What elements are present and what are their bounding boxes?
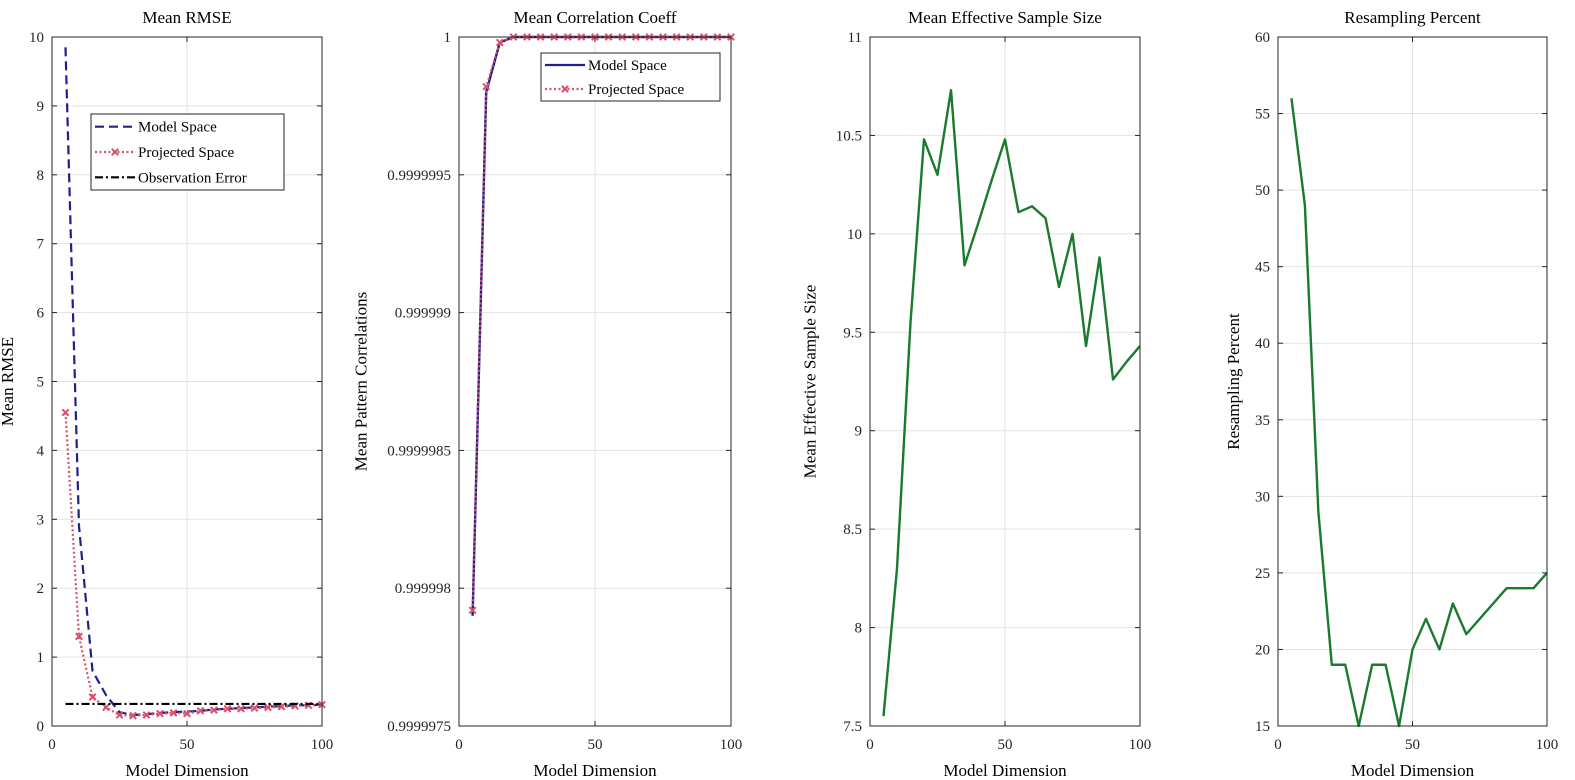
x-tick-label: 100: [1536, 737, 1559, 753]
data-point-marker: [196, 706, 205, 715]
x-axis-label: Model Dimension: [1351, 761, 1475, 780]
x-axis-label: Model Dimension: [533, 761, 657, 780]
chart-title: Resampling Percent: [1344, 8, 1481, 27]
y-tick-label: 5: [37, 375, 45, 391]
chart-panel-2: 0.9999975 0.999998 0.9999985 0.999999 0.9999…: [352, 8, 743, 780]
data-point-marker: [142, 711, 151, 719]
chart-panel-4: 15 20 25 30 35 40 45 50 55 60 0 50 100 Resampling Per…: [1224, 8, 1558, 780]
legend-label: Projected Space: [588, 82, 685, 98]
data-point-marker: [102, 703, 110, 712]
data-point-marker: [237, 704, 245, 713]
x-tick-label: 50: [180, 737, 195, 753]
data-point-marker: [183, 709, 191, 718]
data-point-marker: [169, 709, 178, 717]
y-tick-label: 9: [855, 424, 863, 440]
y-tick-label: 30: [1255, 489, 1270, 505]
y-tick-label: 0: [37, 719, 45, 735]
y-tick-label: 0.9999995: [387, 168, 451, 184]
y-tick-label: 1: [37, 650, 45, 666]
data-point-marker: [264, 703, 272, 712]
y-tick-label: 0.9999975: [387, 719, 451, 735]
x-tick-label: 50: [998, 737, 1013, 753]
data-point-marker: [223, 704, 232, 713]
data-point-marker: [156, 709, 164, 718]
series-line-1: [1290, 98, 1548, 728]
data-point-marker: [250, 704, 259, 712]
data-point-marker: [75, 632, 83, 641]
x-tick-label: 100: [720, 737, 743, 753]
y-tick-label: 10: [29, 30, 44, 46]
x-tick-label: 0: [455, 737, 463, 753]
y-tick-label: 8.5: [843, 522, 862, 538]
y-tick-label: 45: [1255, 260, 1270, 276]
y-tick-label: 3: [37, 512, 45, 528]
y-tick-label: 50: [1255, 183, 1270, 199]
x-tick-label: 0: [866, 737, 874, 753]
data-point-marker: [210, 706, 218, 715]
y-tick-label: 7.5: [843, 719, 862, 735]
legend-marker: [111, 148, 119, 156]
data-point-marker: [88, 693, 97, 701]
y-tick-label: 8: [37, 168, 45, 184]
series-line-1: [882, 88, 1141, 717]
y-tick-label: 0.9999985: [387, 443, 451, 459]
chart-title: Mean Correlation Coeff: [513, 8, 676, 27]
chart-title: Mean RMSE: [142, 8, 231, 27]
y-tick-label: 10.5: [836, 128, 862, 144]
x-tick-label: 50: [588, 737, 603, 753]
legend-marker: [561, 85, 569, 93]
y-tick-label: 8: [855, 621, 863, 637]
y-axis-label: Resampling Percent: [1224, 313, 1243, 450]
legend-box: [540, 52, 721, 102]
legend-label: Model Space: [588, 58, 667, 74]
y-tick-label: 35: [1255, 413, 1270, 429]
y-tick-label: 6: [37, 306, 45, 322]
y-tick-label: 4: [37, 443, 45, 459]
y-axis-label: Mean Pattern Correlations: [352, 292, 371, 471]
data-point-marker: [468, 606, 477, 615]
y-tick-label: 10: [847, 227, 862, 243]
data-point-marker: [61, 408, 70, 417]
data-point-marker: [482, 82, 491, 91]
y-axis-label: Mean RMSE: [0, 337, 17, 426]
y-tick-label: 11: [848, 30, 862, 46]
data-point-marker: [495, 38, 504, 47]
y-tick-label: 0.999999: [395, 306, 451, 322]
y-tick-label: 7: [37, 237, 45, 253]
y-tick-label: 60: [1255, 30, 1270, 46]
series-line-1: [64, 47, 323, 717]
y-tick-label: 40: [1255, 336, 1270, 352]
chart-panel-3: 7.5 8 8.5 9 9.5 10 10.5 11 0 50 100 Mean Effective …: [801, 8, 1152, 780]
x-tick-label: 0: [48, 737, 56, 753]
legend-label: Projected Space: [138, 145, 235, 161]
y-tick-label: 55: [1255, 107, 1270, 123]
y-tick-label: 15: [1255, 719, 1270, 735]
legend: Model Space Projected Space: [540, 52, 721, 102]
y-tick-label: 9.5: [843, 325, 862, 341]
x-tick-label: 0: [1274, 737, 1282, 753]
legend-label: Observation Error: [138, 170, 247, 186]
data-point-marker: [129, 711, 137, 720]
data-point-marker: [115, 711, 124, 719]
x-tick-label: 100: [311, 737, 334, 753]
x-axis-label: Model Dimension: [125, 761, 249, 780]
y-tick-label: 1: [444, 30, 452, 46]
y-tick-label: 9: [37, 99, 45, 115]
y-tick-label: 25: [1255, 566, 1270, 582]
x-axis-label: Model Dimension: [943, 761, 1067, 780]
legend: Model Space Projected Space Observation Er…: [90, 113, 285, 191]
chart-title: Mean Effective Sample Size: [908, 8, 1102, 27]
y-tick-label: 20: [1255, 642, 1270, 658]
y-axis-label: Mean Effective Sample Size: [801, 285, 820, 479]
x-tick-label: 50: [1405, 737, 1420, 753]
y-tick-label: 0.999998: [395, 581, 451, 597]
x-tick-label: 100: [1129, 737, 1152, 753]
y-tick-label: 2: [37, 581, 45, 597]
legend-label: Model Space: [138, 120, 217, 136]
